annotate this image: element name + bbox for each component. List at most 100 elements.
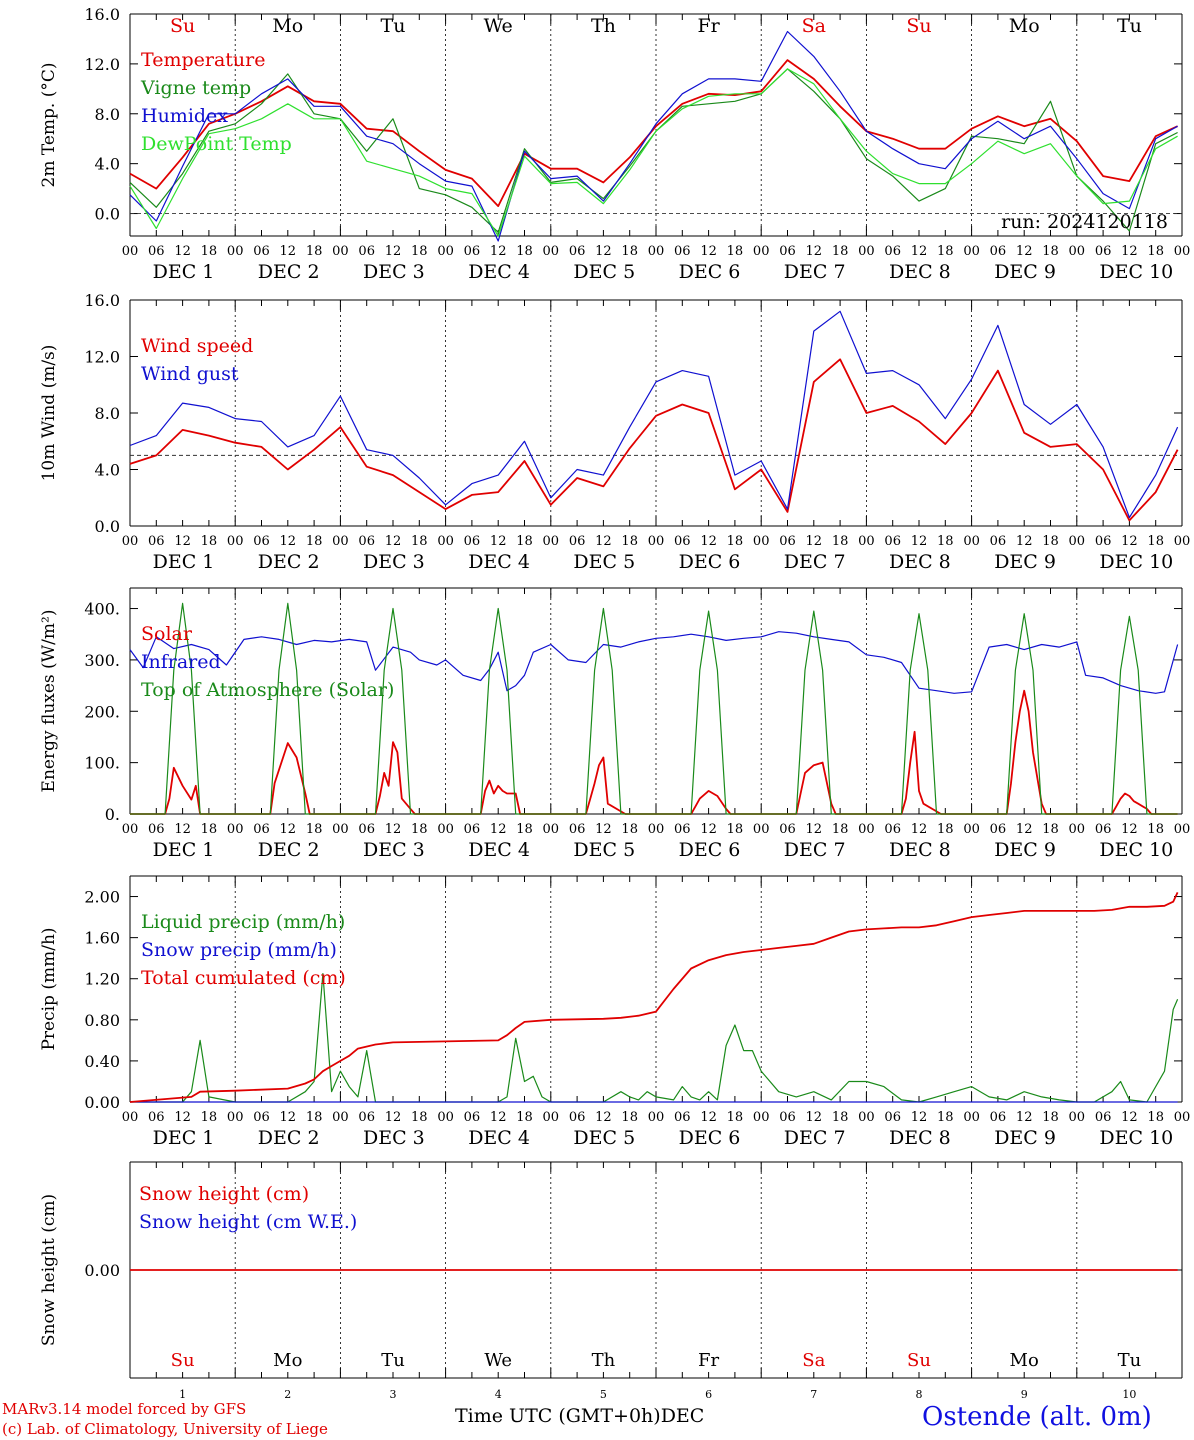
legend-entry-1: Wind speed — [141, 335, 253, 357]
day-number-label: 1 — [179, 1388, 186, 1401]
x-hour-label: 12 — [385, 244, 402, 259]
x-hour-label: 12 — [595, 1110, 612, 1125]
x-date-label: DEC 2 — [258, 551, 320, 573]
x-hour-label: 18 — [1042, 822, 1059, 837]
x-hour-label: 00 — [227, 244, 244, 259]
panel-4: 2.00 1.60 1.20 0.80 0.40 0.00 Precip (mm/h) Liq… — [39, 875, 1190, 1149]
x-hour-label: 00 — [1174, 534, 1191, 549]
x-hour-label: 06 — [990, 534, 1007, 549]
weekday-label-bottom: Tu — [1118, 1350, 1142, 1371]
x-hour-label: 00 — [122, 534, 139, 549]
x-hour-label: 06 — [884, 244, 901, 259]
y-tick-label: 4.0 — [95, 155, 120, 174]
day-number-label: 3 — [390, 1388, 397, 1401]
x-hour-label: 18 — [201, 1110, 218, 1125]
x-hour-label: 06 — [253, 822, 270, 837]
weekday-label-bottom: Su — [171, 1350, 195, 1371]
x-hour-label: 18 — [937, 534, 954, 549]
weekday-label-bottom: Su — [907, 1350, 931, 1371]
x-hour-label: 12 — [280, 1110, 297, 1125]
legend-entry-3: Humidex — [141, 105, 228, 127]
model-credit: MARv3.14 model forced by GFS — [2, 1400, 247, 1418]
x-date-label: DEC 9 — [994, 261, 1056, 283]
x-hour-label: 18 — [832, 534, 849, 549]
weekday-label-bottom: We — [484, 1350, 512, 1371]
x-hour-label: 06 — [358, 534, 375, 549]
x-hour-label: 06 — [569, 244, 586, 259]
x-hour-label: 00 — [858, 534, 875, 549]
x-hour-label: 12 — [806, 534, 823, 549]
y-tick-label: 100. — [84, 754, 120, 773]
x-axis-title-suffix: DEC — [660, 1405, 705, 1427]
x-hour-label: 18 — [1147, 1110, 1164, 1125]
x-hour-label: 06 — [464, 534, 481, 549]
x-hour-label: 06 — [779, 244, 796, 259]
x-hour-label: 18 — [727, 244, 744, 259]
x-hour-label: 12 — [174, 1110, 191, 1125]
weekday-label: Mo — [272, 15, 303, 37]
x-hour-label: 06 — [990, 244, 1007, 259]
legend-entry-2: Wind gust — [141, 363, 239, 385]
day-number-label: 7 — [810, 1388, 817, 1401]
x-hour-label: 18 — [621, 822, 638, 837]
x-hour-label: 18 — [1147, 822, 1164, 837]
x-hour-label: 00 — [648, 822, 665, 837]
panel-3: 400. 300. 200. 100. 0. Energy fluxes (W/m²) So… — [39, 587, 1191, 861]
y-axis-label: Precip (mm/h) — [39, 927, 59, 1050]
x-hour-label: 06 — [779, 534, 796, 549]
x-hour-label: 12 — [385, 534, 402, 549]
x-date-label: DEC 1 — [153, 839, 215, 861]
legend-entry-2: Snow height (cm W.E.) — [139, 1211, 357, 1233]
x-hour-label: 12 — [911, 1110, 928, 1125]
weekday-label: Th — [591, 15, 616, 37]
y-tick-label: 0. — [105, 805, 120, 824]
x-hour-label: 12 — [385, 1110, 402, 1125]
series-line-2 — [129, 631, 1179, 694]
y-tick-label: 300. — [84, 651, 120, 670]
y-tick-label: 200. — [84, 702, 120, 721]
panel-5: 0.00 Snow height (cm) Snow height (cm) Snow… — [39, 1161, 1183, 1379]
x-hour-label: 18 — [306, 1110, 323, 1125]
x-hour-label: 18 — [1147, 244, 1164, 259]
legend-entry-3: Total cumulated (cm) — [141, 967, 346, 989]
x-hour-label: 18 — [411, 534, 428, 549]
x-hour-label: 00 — [963, 244, 980, 259]
x-hour-label: 06 — [779, 1110, 796, 1125]
weekday-label: We — [484, 15, 513, 37]
x-hour-label: 00 — [1069, 1110, 1086, 1125]
x-hour-label: 00 — [858, 822, 875, 837]
x-date-label: DEC 9 — [994, 551, 1056, 573]
x-hour-label: 00 — [1174, 822, 1191, 837]
x-hour-label: 00 — [963, 534, 980, 549]
x-hour-label: 06 — [884, 822, 901, 837]
y-axis-label: Snow height (cm) — [39, 1194, 59, 1346]
y-tick-label: 8.0 — [95, 404, 120, 423]
x-date-label: DEC 8 — [889, 839, 951, 861]
weekday-label: Su — [906, 15, 931, 37]
y-tick-label: 8.0 — [95, 105, 120, 124]
x-hour-label: 18 — [621, 1110, 638, 1125]
y-tick-label: 0.00 — [84, 1261, 120, 1280]
x-hour-label: 00 — [122, 244, 139, 259]
series-line-3 — [129, 892, 1179, 1103]
run-label: run: 2024120118 — [1001, 211, 1168, 233]
x-date-label: DEC 5 — [573, 551, 635, 573]
x-hour-label: 12 — [174, 244, 191, 259]
x-hour-label: 18 — [832, 822, 849, 837]
x-hour-label: 06 — [148, 534, 165, 549]
y-tick-label: 0.00 — [84, 1093, 120, 1112]
weekday-label: Mo — [1009, 15, 1040, 37]
x-hour-label: 18 — [1042, 244, 1059, 259]
x-date-label: DEC 7 — [784, 551, 846, 573]
y-tick-label: 12.0 — [84, 348, 120, 367]
x-hour-label: 06 — [1095, 1110, 1112, 1125]
x-hour-label: 18 — [306, 822, 323, 837]
x-date-label: DEC 2 — [258, 261, 320, 283]
x-date-label: DEC 6 — [679, 261, 741, 283]
x-hour-label: 12 — [1016, 244, 1033, 259]
x-hour-label: 00 — [963, 822, 980, 837]
day-number-label: 4 — [495, 1388, 502, 1401]
x-hour-label: 12 — [700, 244, 717, 259]
x-hour-label: 12 — [1016, 1110, 1033, 1125]
